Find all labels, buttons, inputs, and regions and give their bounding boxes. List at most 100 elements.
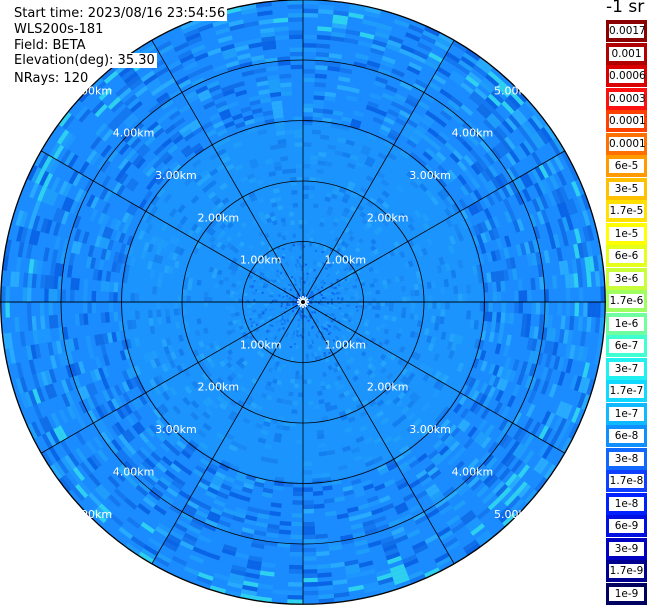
range-gate-cell — [223, 544, 238, 553]
range-gate-cell — [504, 210, 513, 224]
range-gate-cell — [335, 270, 340, 275]
range-gate-cell — [169, 386, 178, 396]
range-gate-cell — [441, 374, 450, 384]
range-gate-cell — [364, 459, 375, 468]
range-gate-cell — [49, 328, 56, 342]
range-gate-cell — [129, 100, 143, 113]
range-gate-cell — [378, 467, 390, 476]
near-range-speck — [297, 309, 300, 312]
range-gate-cell — [230, 27, 246, 36]
range-gate-cell — [305, 357, 310, 363]
range-gate-cell — [450, 96, 464, 108]
range-gate-cell — [350, 391, 357, 399]
range-gate-cell — [243, 342, 250, 349]
range-gate-cell — [499, 270, 505, 282]
range-gate-cell — [410, 245, 418, 253]
range-gate-cell — [118, 172, 129, 185]
range-gate-cell — [366, 200, 375, 208]
range-gate-cell — [551, 275, 558, 289]
range-gate-cell — [26, 287, 32, 302]
range-gate-cell — [348, 584, 364, 592]
near-range-speck — [281, 318, 284, 320]
range-gate-cell — [284, 129, 295, 135]
range-gate-cell — [30, 344, 38, 360]
range-gate-cell — [442, 198, 452, 209]
near-range-speck — [311, 325, 314, 328]
range-gate-cell — [440, 431, 451, 443]
range-gate-cell — [380, 302, 385, 307]
range-gate-cell — [101, 365, 110, 378]
range-gate-cell — [305, 289, 307, 294]
range-gate-cell — [129, 180, 139, 192]
range-gate-cell — [341, 302, 347, 305]
range-gate-cell — [40, 371, 49, 386]
range-gate-cell — [359, 345, 366, 351]
range-gate-cell — [163, 193, 173, 204]
range-gate-cell — [90, 395, 100, 408]
colorbar-label: 6e-8 — [609, 429, 644, 443]
range-gate-cell — [292, 233, 297, 239]
range-gate-cell — [212, 340, 219, 348]
range-gate-cell — [562, 329, 570, 344]
range-gate-cell — [516, 218, 525, 232]
range-gate-cell — [221, 289, 227, 294]
range-gate-cell — [347, 316, 353, 321]
range-gate-cell — [349, 154, 359, 162]
range-gate-cell — [476, 233, 484, 245]
range-gate-cell — [206, 514, 220, 524]
range-gate-cell — [556, 203, 566, 219]
range-gate-cell — [270, 215, 277, 222]
range-gate-cell — [482, 472, 496, 486]
near-range-speck — [297, 310, 300, 313]
range-gate-cell — [157, 522, 172, 534]
range-gate-cell — [416, 320, 423, 328]
range-gate-cell — [251, 538, 266, 545]
range-gate-cell — [303, 194, 309, 199]
range-gate-cell — [32, 199, 42, 216]
range-gate-cell — [71, 486, 85, 502]
range-gate-cell — [483, 302, 489, 312]
range-gate-cell — [355, 337, 361, 343]
range-gate-cell — [282, 273, 287, 278]
range-gate-cell — [390, 567, 407, 577]
range-gate-cell — [415, 326, 422, 334]
near-range-speck — [298, 312, 301, 315]
range-gate-cell — [80, 176, 91, 191]
range-label: 2.00km — [198, 381, 240, 394]
range-gate-cell — [539, 194, 549, 210]
range-gate-cell — [281, 95, 293, 101]
range-gate-cell — [403, 378, 412, 387]
range-gate-cell — [530, 338, 538, 352]
range-gate-cell — [573, 345, 580, 361]
range-gate-cell — [455, 89, 469, 101]
range-gate-cell — [421, 92, 435, 103]
range-gate-cell — [380, 323, 387, 329]
range-gate-cell — [400, 360, 408, 368]
colorbar-label: 3e-7 — [609, 361, 644, 376]
range-gate-cell — [229, 372, 237, 379]
range-gate-cell — [498, 172, 509, 186]
range-gate-cell — [330, 123, 341, 129]
range-gate-cell — [309, 426, 317, 432]
range-gate-cell — [490, 271, 497, 283]
range-gate-cell — [350, 330, 356, 335]
range-gate-cell — [149, 155, 160, 167]
range-gate-cell — [140, 70, 155, 83]
colorbar-cell: 3e-5 — [606, 177, 647, 200]
range-gate-cell — [90, 136, 102, 150]
range-gate-cell — [259, 264, 265, 270]
range-gate-cell — [508, 114, 521, 129]
colorbar-label: 1.7e-8 — [609, 474, 644, 488]
range-gate-cell — [484, 167, 495, 180]
range-label: 4.00km — [452, 127, 494, 140]
range-gate-cell — [540, 127, 553, 143]
range-gate-cell — [248, 177, 257, 184]
range-gate-cell — [432, 439, 444, 450]
range-gate-cell — [462, 513, 477, 526]
range-gate-cell — [406, 296, 411, 302]
range-gate-cell — [473, 431, 485, 444]
range-gate-cell — [40, 315, 46, 330]
range-gate-cell — [276, 286, 281, 291]
range-gate-cell — [334, 496, 346, 503]
range-gate-cell — [339, 215, 347, 222]
